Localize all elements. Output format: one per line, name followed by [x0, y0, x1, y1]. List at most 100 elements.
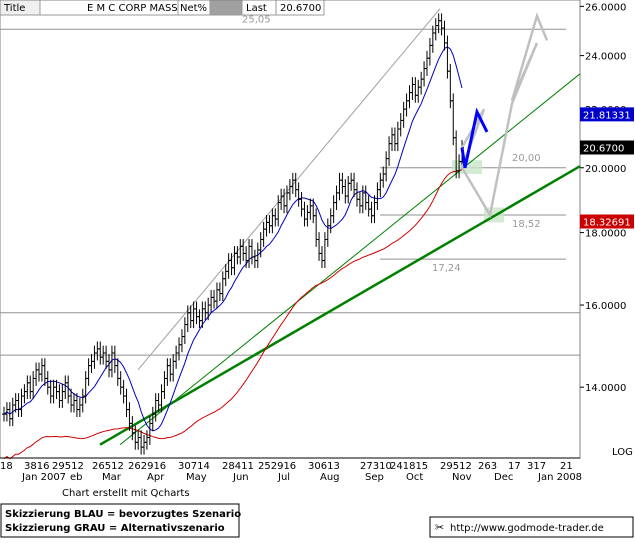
level-label-0: 25,05	[242, 14, 271, 25]
price-bar	[448, 63, 453, 109]
price-bar	[200, 301, 205, 329]
price-bar	[308, 198, 313, 220]
x-date-label: 252916	[258, 461, 296, 472]
x-date-label: 30613	[308, 461, 340, 472]
y-tick-label: 26.0000	[585, 2, 626, 13]
price-bar	[142, 434, 147, 455]
x-date-label: 3816	[24, 461, 49, 472]
x-date-label: 28411	[222, 461, 254, 472]
scissors-icon: ✂	[435, 521, 444, 534]
price-bar	[63, 375, 68, 400]
level-label-3: 17,24	[432, 263, 461, 274]
legend-line-blue: Skizzierung BLAU = bevorzugtes Szenario	[5, 509, 241, 520]
price-bar	[182, 317, 187, 345]
price-bar	[439, 13, 444, 36]
price-bar	[162, 371, 167, 400]
price-bar	[247, 239, 252, 268]
price-bar	[57, 384, 62, 408]
price-bar	[252, 249, 257, 268]
price-bar	[249, 239, 254, 265]
price-bar	[92, 345, 97, 369]
plot-frame	[0, 0, 581, 459]
price-bar	[331, 195, 336, 224]
price-bar	[31, 371, 36, 400]
price-bar	[282, 188, 287, 214]
price-bar	[25, 375, 30, 400]
price-bar	[413, 77, 418, 103]
scenario-sketches	[460, 12, 549, 219]
website-link[interactable]: http://www.godmode-trader.de	[450, 523, 604, 534]
price-bar	[72, 393, 77, 413]
chart-credit: Chart erstellt mit Qcharts	[62, 488, 190, 499]
price-bar	[372, 195, 377, 224]
price-bar	[209, 290, 214, 313]
header-symbol: E M C CORP MASS	[87, 3, 178, 14]
axis-marker-box-0	[580, 107, 634, 122]
price-bar	[375, 182, 380, 210]
x-axis: 18 3816 29512 26512 262916 30714 28411 252916 30…	[0, 457, 582, 483]
price-bar	[220, 271, 225, 302]
x-date-label: 29512	[440, 461, 472, 472]
price-bar	[381, 166, 386, 188]
x-month-label: Aug	[320, 472, 340, 483]
price-bar	[136, 430, 141, 450]
price-bar	[422, 61, 427, 87]
price-bar	[419, 71, 424, 95]
ma-short-line	[3, 46, 463, 432]
price-bar	[34, 362, 39, 386]
price-bar	[48, 379, 53, 404]
x-month-label: Oct	[406, 472, 423, 483]
price-bar	[378, 172, 383, 198]
price-bar	[77, 397, 82, 417]
price-bar	[232, 246, 237, 276]
price-bar	[389, 127, 394, 152]
footer: Chart erstellt mit Qcharts Skizzierung B…	[0, 488, 634, 538]
y-tick-label: 16.0000	[585, 301, 626, 312]
horizontal-levels: 25,05 20,00 18,52 17,24	[0, 14, 580, 356]
price-bar	[366, 195, 371, 217]
price-bar	[60, 384, 65, 408]
price-bars	[2, 13, 464, 455]
x-date-label: 241815	[390, 461, 428, 472]
price-bar	[214, 282, 219, 309]
price-bar	[4, 402, 9, 422]
price-bar	[124, 388, 129, 417]
price-bar	[197, 309, 202, 329]
price-bar	[177, 337, 182, 361]
legend-box	[0, 503, 240, 538]
x-date-label: 26512	[92, 461, 124, 472]
price-bar	[322, 232, 327, 268]
x-month-label: May	[186, 472, 207, 483]
x-date-label: 262916	[128, 461, 166, 472]
price-bar	[206, 297, 211, 321]
price-bar	[334, 185, 339, 210]
x-month-label: Apr	[147, 472, 165, 483]
price-bar	[238, 239, 243, 265]
price-bar	[424, 50, 429, 76]
price-bar	[319, 246, 324, 268]
y-axis: 26.000024.000022.000020.000018.000016.00…	[580, 2, 634, 394]
x-month-label: Sep	[365, 472, 384, 483]
price-bar	[325, 218, 330, 247]
header-bar: Title E M C CORP MASS Net% Last 20.6700	[0, 0, 635, 16]
price-bar	[279, 188, 284, 210]
price-bar	[343, 179, 348, 204]
price-bar	[404, 93, 409, 117]
x-month-label: Nov	[452, 472, 472, 483]
price-bar	[174, 345, 179, 369]
y-tick-label: 24.0000	[585, 52, 626, 63]
price-bar	[37, 362, 42, 382]
x-date-label: 18	[0, 461, 13, 472]
x-date-label: 21	[560, 461, 573, 472]
x-date-label: 27310	[360, 461, 392, 472]
price-bar	[436, 13, 441, 34]
price-bar	[401, 101, 406, 128]
header-last-value: 20.6700	[280, 3, 321, 14]
price-bar	[302, 201, 307, 227]
price-bar	[349, 172, 354, 191]
channel-upper	[137, 8, 441, 371]
price-bar	[171, 354, 176, 382]
price-bar	[168, 358, 173, 382]
website-box[interactable]	[429, 516, 634, 538]
